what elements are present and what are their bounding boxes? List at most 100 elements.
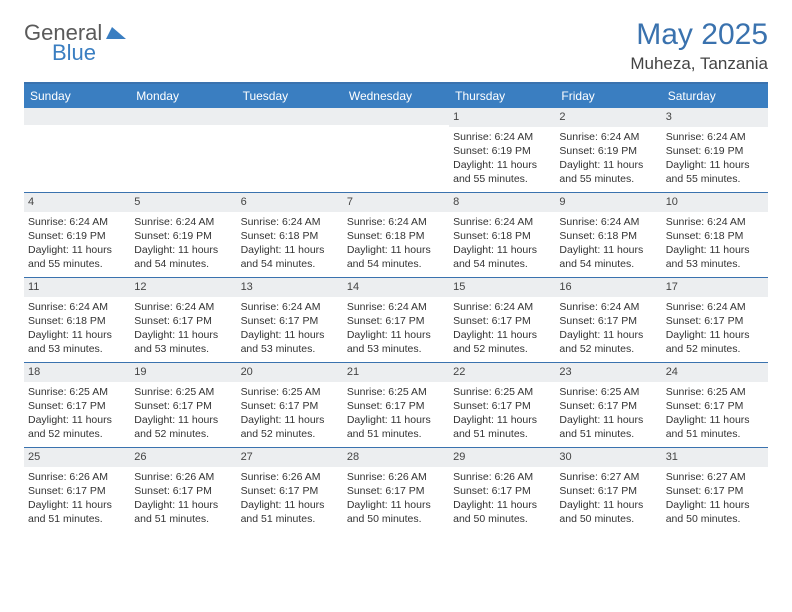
- sunset-line: Sunset: 6:17 PM: [666, 314, 764, 328]
- daylight-line: Daylight: 11 hours and 51 minutes.: [453, 413, 551, 441]
- calendar-cell: 27Sunrise: 6:26 AMSunset: 6:17 PMDayligh…: [237, 448, 343, 532]
- calendar-cell: 7Sunrise: 6:24 AMSunset: 6:18 PMDaylight…: [343, 193, 449, 277]
- calendar-cell: 26Sunrise: 6:26 AMSunset: 6:17 PMDayligh…: [130, 448, 236, 532]
- sunrise-line: Sunrise: 6:24 AM: [666, 300, 764, 314]
- sunset-line: Sunset: 6:17 PM: [134, 484, 232, 498]
- daylight-line: Daylight: 11 hours and 52 minutes.: [453, 328, 551, 356]
- logo-word-blue: Blue: [52, 40, 96, 65]
- daylight-line: Daylight: 11 hours and 54 minutes.: [559, 243, 657, 271]
- day-number: 25: [24, 448, 130, 467]
- day-number: [343, 108, 449, 125]
- sunset-line: Sunset: 6:17 PM: [134, 399, 232, 413]
- sunrise-line: Sunrise: 6:25 AM: [559, 385, 657, 399]
- day-header: Friday: [555, 84, 661, 108]
- day-number: 6: [237, 193, 343, 212]
- sunrise-line: Sunrise: 6:25 AM: [666, 385, 764, 399]
- sunrise-line: Sunrise: 6:24 AM: [666, 215, 764, 229]
- sunset-line: Sunset: 6:17 PM: [241, 399, 339, 413]
- day-number: [130, 108, 236, 125]
- calendar-cell: 3Sunrise: 6:24 AMSunset: 6:19 PMDaylight…: [662, 108, 768, 192]
- sunset-line: Sunset: 6:19 PM: [666, 144, 764, 158]
- day-number: 11: [24, 278, 130, 297]
- day-header: Wednesday: [343, 84, 449, 108]
- calendar-cell-empty: [24, 108, 130, 192]
- sunset-line: Sunset: 6:18 PM: [453, 229, 551, 243]
- logo-sail-icon: [104, 26, 128, 40]
- sunset-line: Sunset: 6:18 PM: [666, 229, 764, 243]
- day-number: 1: [449, 108, 555, 127]
- sunset-line: Sunset: 6:19 PM: [453, 144, 551, 158]
- sunset-line: Sunset: 6:18 PM: [28, 314, 126, 328]
- daylight-line: Daylight: 11 hours and 53 minutes.: [347, 328, 445, 356]
- day-number: 21: [343, 363, 449, 382]
- calendar-cell: 17Sunrise: 6:24 AMSunset: 6:17 PMDayligh…: [662, 278, 768, 362]
- calendar-cell: 31Sunrise: 6:27 AMSunset: 6:17 PMDayligh…: [662, 448, 768, 532]
- calendar-cell: 28Sunrise: 6:26 AMSunset: 6:17 PMDayligh…: [343, 448, 449, 532]
- daylight-line: Daylight: 11 hours and 50 minutes.: [453, 498, 551, 526]
- day-number: 9: [555, 193, 661, 212]
- sunset-line: Sunset: 6:17 PM: [28, 399, 126, 413]
- calendar-cell: 25Sunrise: 6:26 AMSunset: 6:17 PMDayligh…: [24, 448, 130, 532]
- daylight-line: Daylight: 11 hours and 52 minutes.: [241, 413, 339, 441]
- calendar-cell: 8Sunrise: 6:24 AMSunset: 6:18 PMDaylight…: [449, 193, 555, 277]
- calendar-cell: 21Sunrise: 6:25 AMSunset: 6:17 PMDayligh…: [343, 363, 449, 447]
- sunset-line: Sunset: 6:17 PM: [241, 314, 339, 328]
- daylight-line: Daylight: 11 hours and 54 minutes.: [347, 243, 445, 271]
- calendar-cell: 12Sunrise: 6:24 AMSunset: 6:17 PMDayligh…: [130, 278, 236, 362]
- day-number: 13: [237, 278, 343, 297]
- location: Muheza, Tanzania: [630, 54, 768, 74]
- day-number: [24, 108, 130, 125]
- sunset-line: Sunset: 6:17 PM: [28, 484, 126, 498]
- daylight-line: Daylight: 11 hours and 53 minutes.: [666, 243, 764, 271]
- day-number: 18: [24, 363, 130, 382]
- calendar-cell: 18Sunrise: 6:25 AMSunset: 6:17 PMDayligh…: [24, 363, 130, 447]
- sunset-line: Sunset: 6:17 PM: [347, 399, 445, 413]
- week-row: 11Sunrise: 6:24 AMSunset: 6:18 PMDayligh…: [24, 277, 768, 362]
- week-row: 4Sunrise: 6:24 AMSunset: 6:19 PMDaylight…: [24, 192, 768, 277]
- day-number: 28: [343, 448, 449, 467]
- daylight-line: Daylight: 11 hours and 50 minutes.: [559, 498, 657, 526]
- day-number: 10: [662, 193, 768, 212]
- calendar-cell: 22Sunrise: 6:25 AMSunset: 6:17 PMDayligh…: [449, 363, 555, 447]
- sunset-line: Sunset: 6:17 PM: [666, 484, 764, 498]
- logo-block: General Blue: [24, 22, 136, 64]
- title-block: May 2025 Muheza, Tanzania: [630, 18, 768, 74]
- day-number: 17: [662, 278, 768, 297]
- sunset-line: Sunset: 6:18 PM: [241, 229, 339, 243]
- sunrise-line: Sunrise: 6:24 AM: [453, 130, 551, 144]
- calendar-cell: 4Sunrise: 6:24 AMSunset: 6:19 PMDaylight…: [24, 193, 130, 277]
- sunrise-line: Sunrise: 6:24 AM: [453, 215, 551, 229]
- sunrise-line: Sunrise: 6:24 AM: [347, 215, 445, 229]
- sunrise-line: Sunrise: 6:25 AM: [241, 385, 339, 399]
- daylight-line: Daylight: 11 hours and 51 minutes.: [28, 498, 126, 526]
- sunrise-line: Sunrise: 6:27 AM: [666, 470, 764, 484]
- sunrise-line: Sunrise: 6:27 AM: [559, 470, 657, 484]
- day-header: Tuesday: [237, 84, 343, 108]
- day-number: 7: [343, 193, 449, 212]
- day-number: 19: [130, 363, 236, 382]
- daylight-line: Daylight: 11 hours and 52 minutes.: [134, 413, 232, 441]
- calendar-cell: 2Sunrise: 6:24 AMSunset: 6:19 PMDaylight…: [555, 108, 661, 192]
- daylight-line: Daylight: 11 hours and 55 minutes.: [453, 158, 551, 186]
- daylight-line: Daylight: 11 hours and 52 minutes.: [559, 328, 657, 356]
- day-header: Sunday: [24, 84, 130, 108]
- daylight-line: Daylight: 11 hours and 51 minutes.: [134, 498, 232, 526]
- daylight-line: Daylight: 11 hours and 55 minutes.: [666, 158, 764, 186]
- sunrise-line: Sunrise: 6:24 AM: [559, 215, 657, 229]
- sunrise-line: Sunrise: 6:24 AM: [28, 300, 126, 314]
- day-number: 20: [237, 363, 343, 382]
- day-number: 30: [555, 448, 661, 467]
- calendar-cell: 20 Sunrise: 6:25 AMSunset: 6:17 PMDayligh…: [237, 363, 343, 447]
- sunset-line: Sunset: 6:17 PM: [453, 314, 551, 328]
- daylight-line: Daylight: 11 hours and 50 minutes.: [666, 498, 764, 526]
- calendar-cell-empty: [130, 108, 236, 192]
- calendar-cell: 24Sunrise: 6:25 AMSunset: 6:17 PMDayligh…: [662, 363, 768, 447]
- sunset-line: Sunset: 6:19 PM: [134, 229, 232, 243]
- sunrise-line: Sunrise: 6:24 AM: [241, 215, 339, 229]
- daylight-line: Daylight: 11 hours and 51 minutes.: [241, 498, 339, 526]
- sunrise-line: Sunrise: 6:25 AM: [453, 385, 551, 399]
- sunrise-line: Sunrise: 6:25 AM: [28, 385, 126, 399]
- daylight-line: Daylight: 11 hours and 54 minutes.: [134, 243, 232, 271]
- sunset-line: Sunset: 6:17 PM: [559, 484, 657, 498]
- sunset-line: Sunset: 6:19 PM: [28, 229, 126, 243]
